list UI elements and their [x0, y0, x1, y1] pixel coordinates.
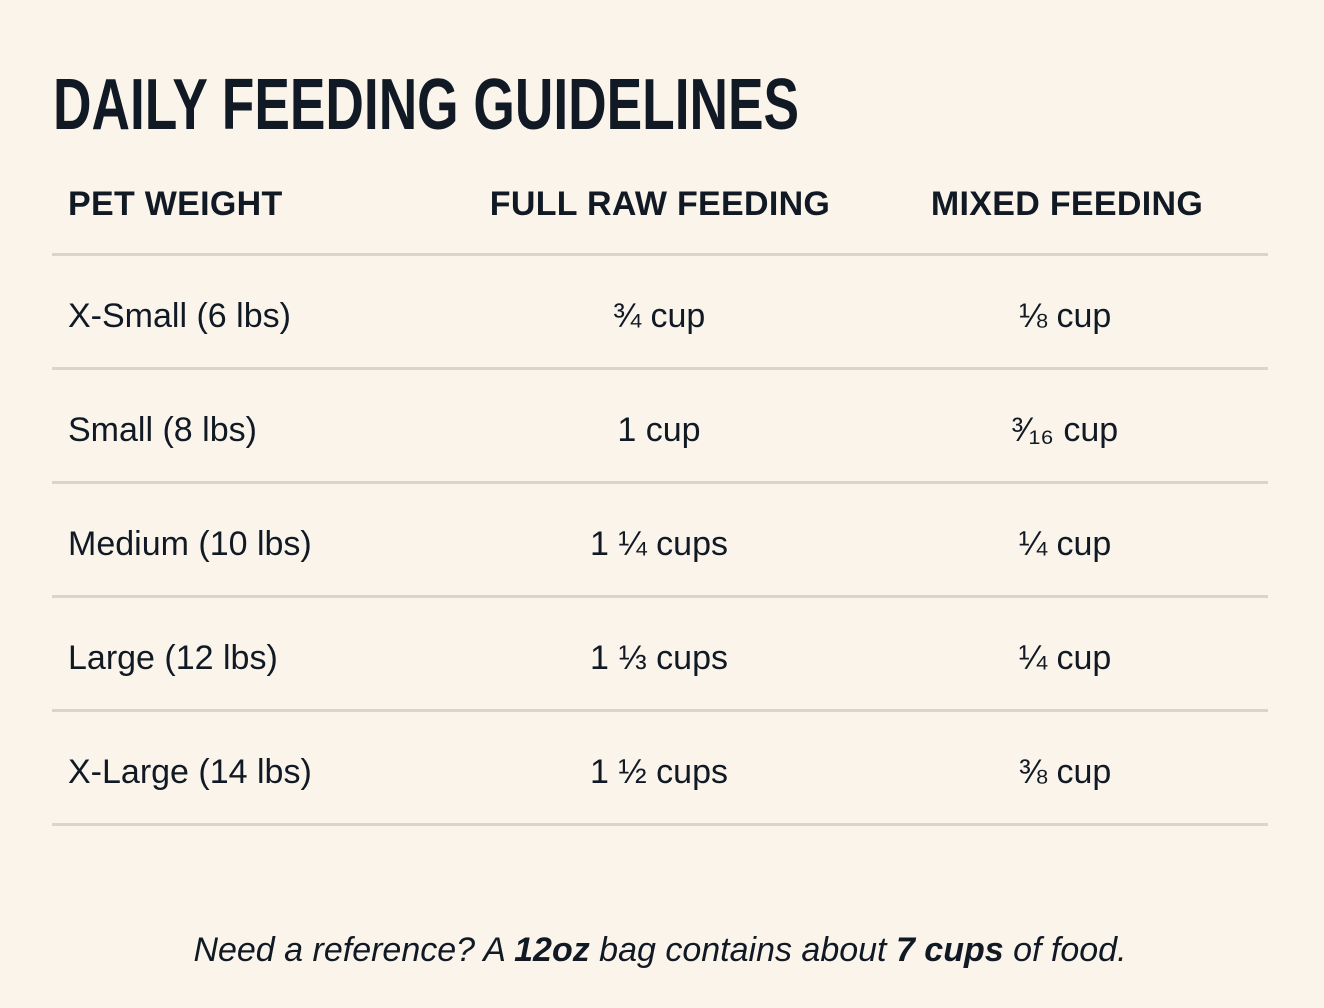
cell-mixed-amount: ¼ cup [1018, 525, 1112, 563]
cell-full-raw-amount: 1 ⅓ cups [590, 639, 728, 677]
table-row: X-Small (6 lbs) ¾ cup ⅛ cup [52, 256, 1268, 370]
header-mixed-feeding: MIXED FEEDING [930, 185, 1204, 223]
table-row: Large (12 lbs) 1 ⅓ cups ¼ cup [52, 598, 1268, 712]
cell-pet-weight: X-Large (14 lbs) [68, 753, 312, 791]
cell-full-raw-amount: 1 cup [617, 411, 701, 449]
cell-pet-weight: Large (12 lbs) [68, 639, 278, 677]
footnote-cup-count: 7 cups [895, 931, 1004, 969]
page-title: DAILY FEEDING GUIDELINES [53, 65, 800, 145]
cell-pet-weight: Small (8 lbs) [68, 411, 257, 449]
table-row: X-Large (14 lbs) 1 ½ cups ⅜ cup [52, 712, 1268, 826]
header-full-raw-feeding: FULL RAW FEEDING [489, 185, 831, 223]
footnote-text-3: of food. [1003, 931, 1127, 969]
table-row: Medium (10 lbs) 1 ¼ cups ¼ cup [52, 484, 1268, 598]
footnote-bag-size: 12oz [514, 931, 590, 969]
feeding-table: PET WEIGHT FULL RAW FEEDING MIXED FEEDIN… [52, 140, 1268, 826]
footnote-text-2: bag contains about [589, 931, 896, 969]
cell-mixed-amount: ¼ cup [1018, 639, 1112, 677]
table-row: Small (8 lbs) 1 cup ³⁄₁₆ cup [52, 370, 1268, 484]
cell-full-raw-amount: 1 ½ cups [590, 753, 728, 791]
cell-pet-weight: Medium (10 lbs) [68, 525, 312, 563]
footnote-text-1: Need a reference? A [193, 931, 515, 969]
cell-pet-weight: X-Small (6 lbs) [68, 297, 291, 335]
cell-full-raw-amount: ¾ cup [612, 297, 706, 335]
header-pet-weight: PET WEIGHT [68, 185, 283, 223]
cell-mixed-amount: ⅛ cup [1018, 297, 1112, 335]
reference-footnote: Need a reference? A 12oz bag contains ab… [52, 926, 1268, 974]
cell-mixed-amount: ⅜ cup [1018, 753, 1112, 791]
cell-mixed-amount: ³⁄₁₆ cup [1011, 411, 1119, 449]
table-header-row: PET WEIGHT FULL RAW FEEDING MIXED FEEDIN… [52, 140, 1268, 256]
cell-full-raw-amount: 1 ¼ cups [590, 525, 728, 563]
